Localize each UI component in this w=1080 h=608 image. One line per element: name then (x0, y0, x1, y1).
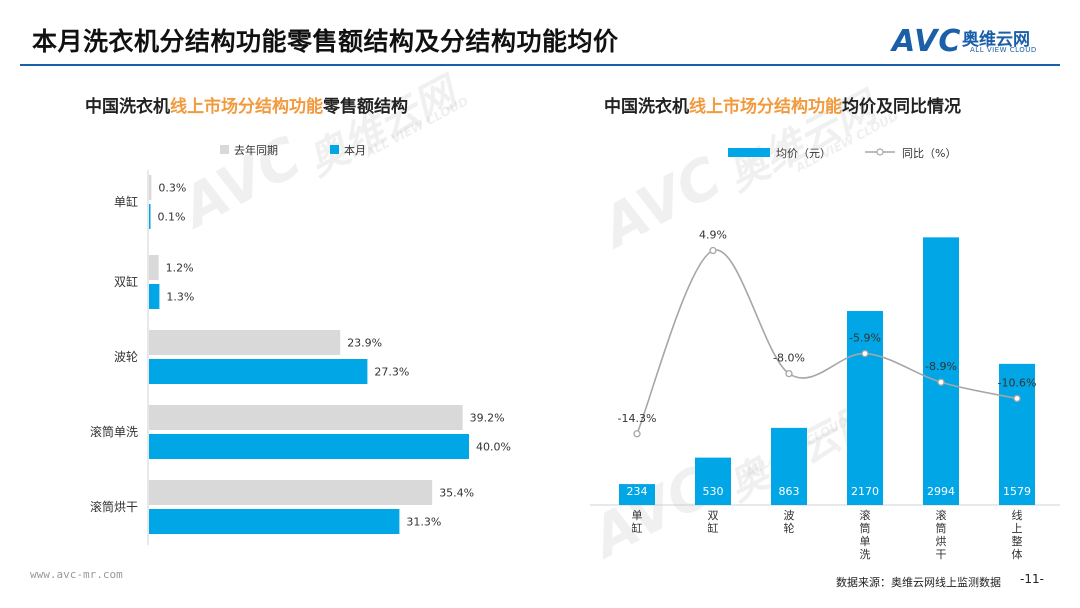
bar-last-year (149, 175, 152, 200)
bar-last-year (149, 330, 341, 355)
yoy-point (709, 246, 717, 255)
avc-logo: AVC 奥维云网 ALL VIEW CLOUD (892, 24, 1062, 59)
category-label: 波轮 (784, 509, 795, 535)
category-label: 滚筒单洗 (90, 424, 138, 439)
data-label: 35.4% (439, 487, 474, 500)
legend-marker-yoy (876, 148, 884, 156)
bar-this-month (149, 204, 151, 229)
logo-en-text: ALL VIEW CLOUD (970, 46, 1037, 54)
category-label: 波轮 (114, 350, 138, 364)
category-label: 单缸 (114, 194, 138, 209)
left-chart-title: 中国洗衣机线上市场分结构功能零售额结构 (85, 92, 408, 117)
price-bar (923, 237, 959, 505)
legend-label-1: 本月 (344, 143, 366, 157)
yoy-label: -8.9% (925, 360, 957, 373)
data-label: 27.3% (374, 366, 409, 379)
right-chart-title: 中国洗衣机线上市场分结构功能均价及同比情况 (604, 92, 961, 117)
data-label: 40.0% (476, 441, 511, 454)
yoy-point (633, 430, 641, 438)
legend-label-yoy: 同比（%） (902, 147, 956, 160)
yoy-label: -14.3% (618, 412, 657, 425)
legend-swatch-1 (330, 145, 339, 154)
yoy-label: -5.9% (849, 332, 881, 345)
category-label: 滚筒烘干 (90, 499, 138, 514)
data-label: 31.3% (406, 516, 441, 529)
category-label: 双缸 (114, 274, 138, 289)
yoy-label: -10.6% (998, 376, 1037, 389)
right-chart-title-post: 均价及同比情况 (842, 97, 961, 117)
legend-label-price: 均价（元） (776, 147, 831, 160)
category-label: 单缸 (632, 509, 643, 535)
data-label: 1.3% (166, 291, 194, 304)
yoy-point (785, 369, 793, 378)
price-bar (847, 311, 883, 505)
bar-last-year (149, 255, 159, 280)
title-divider (20, 64, 1060, 66)
yoy-label: -8.0% (773, 352, 805, 365)
left-chart-title-pre: 中国洗衣机 (85, 97, 170, 117)
right-chart-title-pre: 中国洗衣机 (604, 97, 689, 117)
right-combo-chart: 均价（元） 同比（%） 234 单缸 530 双缸 863 波轮 2170 滚筒单洗 2994 滚筒烘… (590, 147, 1060, 561)
right-chart-title-highlight: 线上市场分结构功能 (689, 97, 842, 117)
category-label: 双缸 (708, 509, 719, 535)
yoy-point (861, 349, 869, 358)
left-chart-title-post: 零售额结构 (323, 97, 408, 117)
legend-swatch-0 (220, 145, 229, 154)
bar-last-year (149, 480, 433, 505)
price-bar (695, 457, 731, 505)
price-label: 2170 (851, 485, 879, 498)
data-label: 23.9% (347, 337, 382, 350)
data-label: 39.2% (470, 412, 505, 425)
legend-swatch-price (728, 148, 770, 157)
logo-cn-text: 奥维云网 (962, 30, 1030, 50)
logo-mark: AVC (892, 24, 962, 59)
price-label: 234 (627, 485, 648, 498)
bar-this-month (149, 434, 469, 459)
yoy-point (1013, 394, 1021, 403)
data-label: 1.2% (166, 262, 194, 275)
data-label: 0.1% (158, 211, 186, 224)
price-label: 1579 (1003, 485, 1031, 498)
footer-source: 数据来源：奥维云网线上监测数据 (836, 576, 1001, 589)
footer-url: www.avc-mr.com (30, 568, 123, 581)
price-label: 863 (779, 485, 800, 498)
bar-this-month (149, 509, 400, 534)
price-bar (619, 484, 655, 505)
page-number: -11- (1020, 572, 1044, 586)
category-label: 线上整体 (1012, 508, 1023, 561)
price-bar (999, 363, 1035, 505)
price-label: 2994 (927, 485, 955, 498)
price-label: 530 (703, 485, 724, 498)
category-label: 滚筒烘干 (936, 508, 947, 561)
category-label: 滚筒单洗 (860, 508, 871, 561)
yoy-point (937, 378, 945, 386)
legend-label-0: 去年同期 (234, 143, 278, 157)
page-title: 本月洗衣机分结构功能零售额结构及分结构功能均价 (32, 27, 619, 56)
left-chart-title-highlight: 线上市场分结构功能 (170, 97, 323, 117)
yoy-label: 4.9% (699, 229, 727, 242)
yoy-line (636, 249, 1018, 435)
price-bar (771, 427, 807, 505)
bar-this-month (149, 359, 368, 384)
bar-last-year (149, 405, 463, 430)
bar-this-month (149, 284, 160, 309)
data-label: 0.3% (158, 182, 186, 195)
